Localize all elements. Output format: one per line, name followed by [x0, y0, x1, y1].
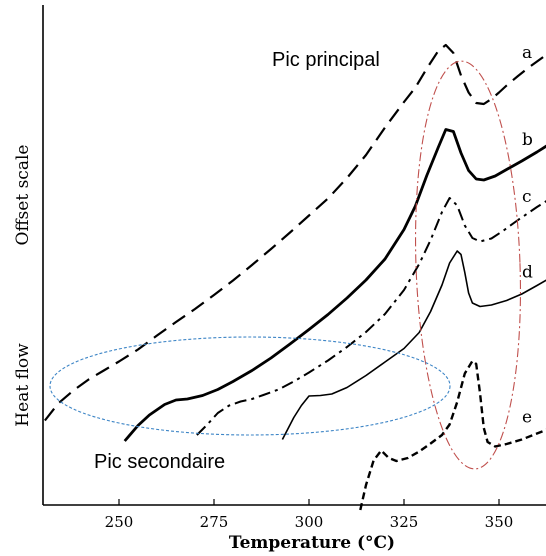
x-tick-label: 325 — [390, 513, 419, 531]
series-a-label: a — [522, 43, 532, 63]
curve-labels: a b c d e — [522, 43, 533, 428]
x-ticks: 250 275 300 325 350 — [105, 499, 514, 531]
series-b-label: b — [522, 130, 533, 150]
axes — [42, 5, 546, 506]
secondary-peak-annotation: Pic secondaire — [94, 451, 225, 473]
series-a-line — [44, 43, 546, 422]
y-axis-label-offset-scale: Offset scale — [13, 145, 33, 246]
x-tick-label: 350 — [485, 513, 514, 531]
series-c-label: c — [522, 187, 532, 207]
x-tick-label: 275 — [200, 513, 229, 531]
y-axis-label-heat-flow: Heat flow — [13, 343, 33, 427]
main-peak-ellipse — [414, 60, 522, 470]
series-e-label: e — [522, 408, 532, 428]
series-b-line — [123, 128, 546, 442]
series-c-line — [196, 197, 546, 436]
x-tick-label: 300 — [295, 513, 324, 531]
series-e-line — [359, 359, 546, 511]
series-d-line — [281, 250, 546, 440]
secondary-peak-ellipse — [49, 336, 451, 436]
curves — [44, 43, 546, 511]
series-d-label: d — [522, 263, 533, 283]
x-axis-label: Temperature (°C) — [229, 533, 395, 553]
x-tick-label: 250 — [105, 513, 134, 531]
main-peak-annotation: Pic principal — [272, 49, 380, 71]
